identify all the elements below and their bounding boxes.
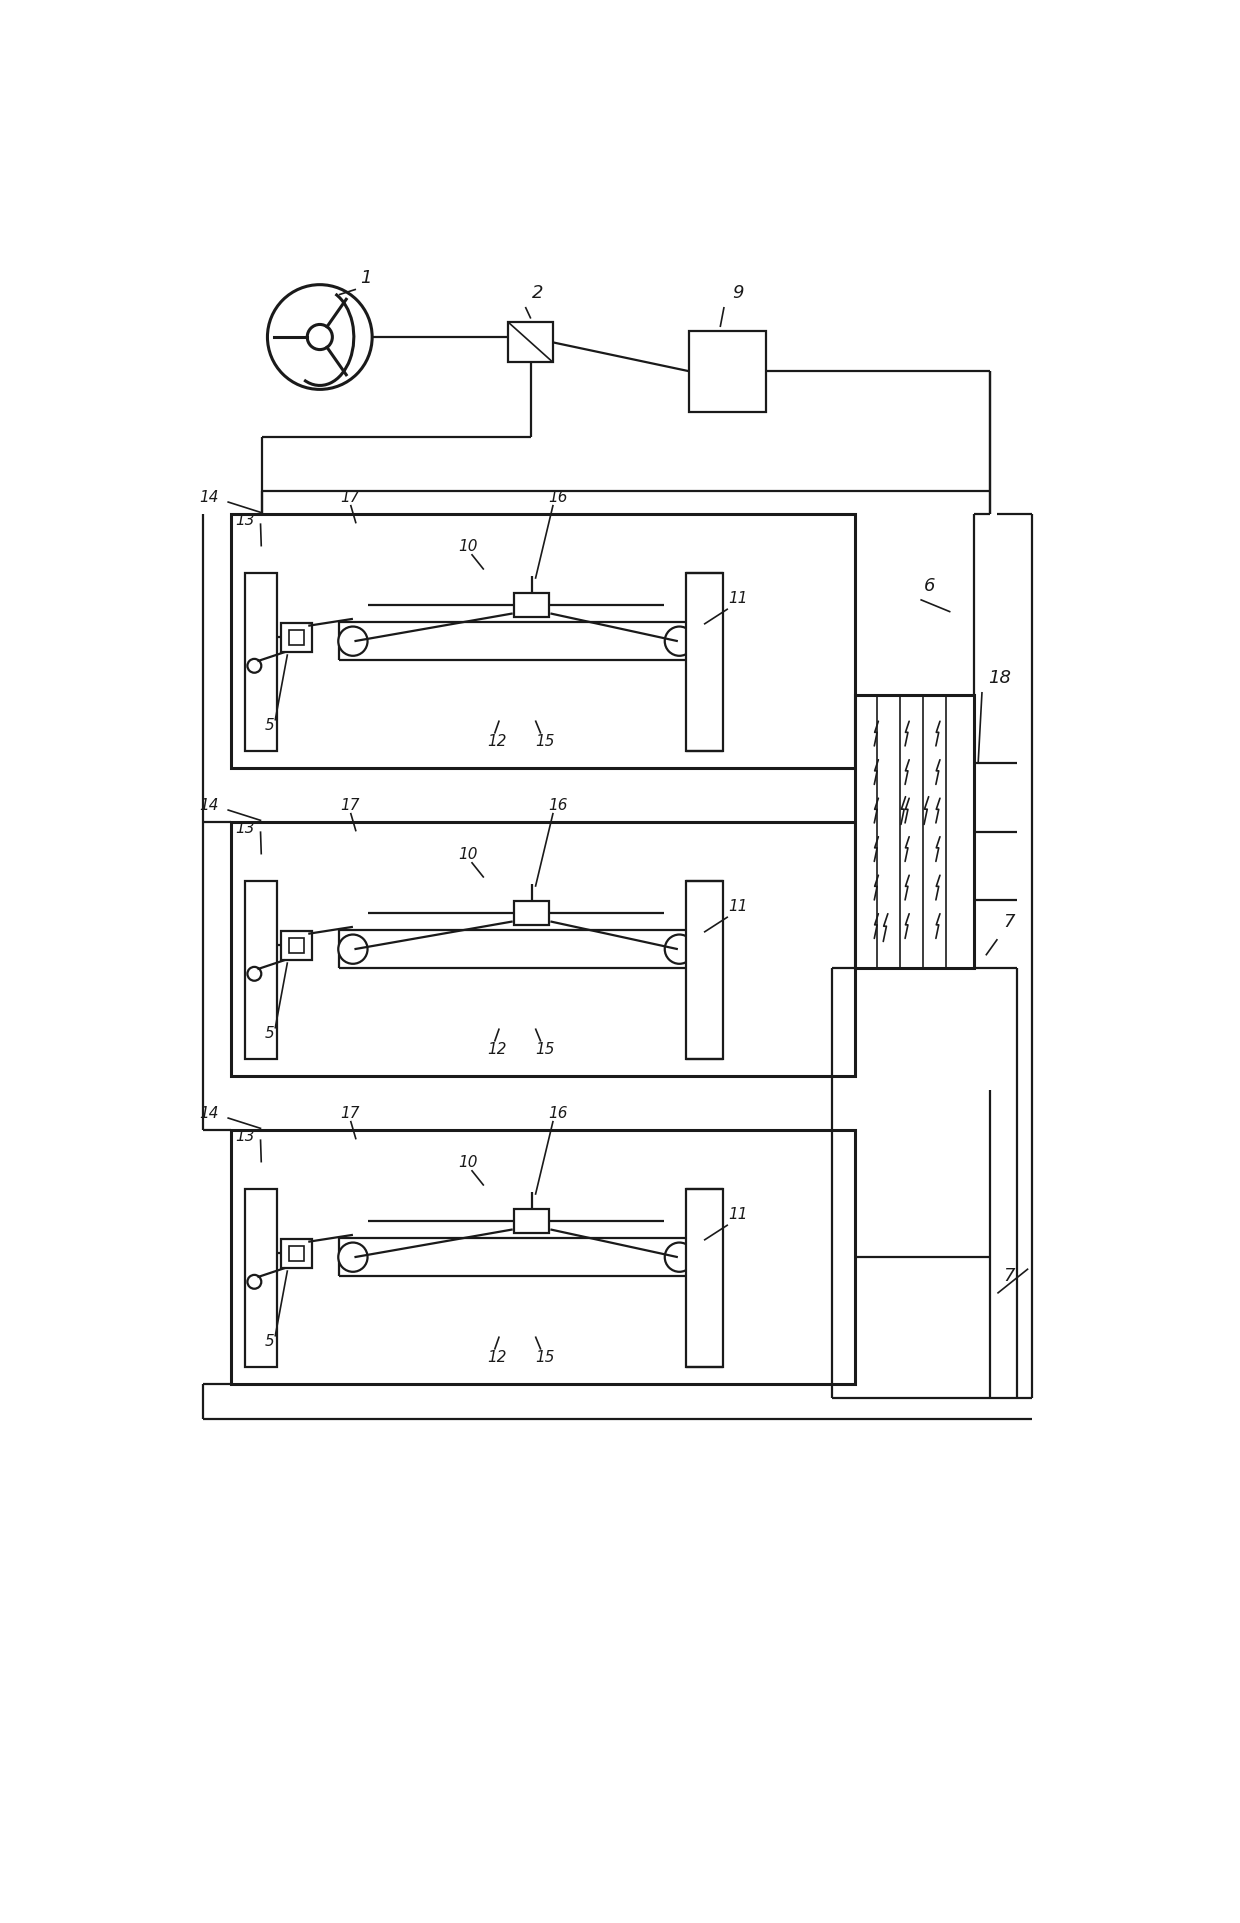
Text: 2: 2 — [532, 285, 543, 302]
Text: 13: 13 — [236, 513, 254, 527]
Text: 13: 13 — [236, 821, 254, 837]
Circle shape — [308, 325, 332, 350]
Text: 14: 14 — [198, 490, 218, 504]
Text: 14: 14 — [198, 798, 218, 813]
Bar — [231, 513, 854, 767]
Text: 7: 7 — [1003, 913, 1016, 931]
Bar — [289, 1246, 304, 1261]
Bar — [281, 623, 312, 652]
Circle shape — [665, 935, 694, 963]
Text: 11: 11 — [728, 590, 748, 606]
Text: 9: 9 — [732, 285, 743, 302]
Text: 17: 17 — [341, 490, 360, 504]
Circle shape — [248, 660, 262, 673]
Text: 5: 5 — [264, 1027, 274, 1042]
Text: 11: 11 — [728, 1208, 748, 1223]
Text: 16: 16 — [548, 490, 568, 504]
Text: 14: 14 — [198, 1106, 218, 1121]
Text: 5: 5 — [264, 1335, 274, 1350]
Bar — [246, 573, 278, 752]
Text: 12: 12 — [487, 1350, 506, 1365]
Circle shape — [248, 967, 262, 981]
Text: 17: 17 — [341, 1106, 360, 1121]
Bar — [689, 331, 766, 412]
Bar — [686, 1190, 723, 1367]
Circle shape — [339, 1242, 367, 1271]
Bar — [289, 938, 304, 954]
Bar — [231, 1131, 854, 1385]
Circle shape — [339, 935, 367, 963]
Text: 6: 6 — [924, 577, 936, 594]
Circle shape — [339, 627, 367, 656]
Text: 10: 10 — [459, 1156, 477, 1169]
Text: 15: 15 — [536, 735, 554, 748]
Text: 15: 15 — [536, 1042, 554, 1058]
Bar — [246, 1190, 278, 1367]
Text: 5: 5 — [264, 719, 274, 733]
Bar — [515, 592, 549, 617]
Text: 15: 15 — [536, 1350, 554, 1365]
Bar — [281, 1238, 312, 1267]
Text: 7: 7 — [1003, 1267, 1016, 1285]
Circle shape — [248, 1275, 262, 1288]
Text: 17: 17 — [341, 798, 360, 813]
Text: 10: 10 — [459, 538, 477, 554]
Text: 11: 11 — [728, 900, 748, 913]
Text: 18: 18 — [988, 669, 1011, 687]
Text: 10: 10 — [459, 846, 477, 862]
Bar — [508, 323, 553, 362]
Text: 13: 13 — [236, 1129, 254, 1144]
Bar — [515, 900, 549, 925]
Circle shape — [665, 627, 694, 656]
Bar — [686, 573, 723, 752]
Text: 12: 12 — [487, 1042, 506, 1058]
Text: 16: 16 — [548, 798, 568, 813]
Bar — [246, 881, 278, 1060]
Bar — [289, 629, 304, 644]
Text: 16: 16 — [548, 1106, 568, 1121]
Circle shape — [665, 1242, 694, 1271]
Text: 1: 1 — [360, 269, 371, 287]
Circle shape — [268, 285, 372, 388]
Text: 12: 12 — [487, 735, 506, 748]
Bar — [686, 881, 723, 1060]
Bar — [231, 823, 854, 1077]
Bar — [854, 694, 975, 969]
Bar — [515, 1210, 549, 1233]
Bar — [281, 931, 312, 960]
